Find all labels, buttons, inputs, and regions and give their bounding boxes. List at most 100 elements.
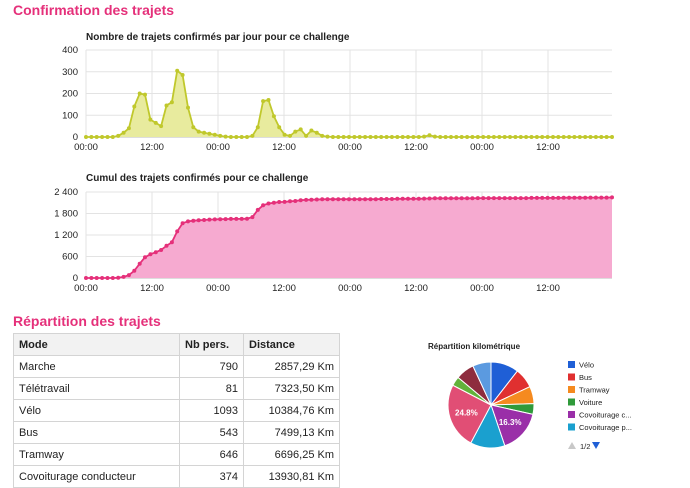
cumulative-chart-data-point[interactable] — [175, 229, 180, 234]
daily-chart-data-point[interactable] — [266, 98, 271, 102]
daily-chart-data-point[interactable] — [427, 133, 432, 138]
daily-chart-data-point[interactable] — [320, 133, 325, 138]
daily-chart-data-point[interactable] — [561, 135, 566, 139]
cumulative-chart-data-point[interactable] — [116, 275, 121, 280]
cumulative-chart-data-point[interactable] — [368, 197, 373, 202]
cumulative-chart-data-point[interactable] — [196, 218, 201, 223]
daily-chart-data-point[interactable] — [105, 135, 110, 139]
daily-chart-data-point[interactable] — [245, 135, 249, 139]
daily-chart-data-point[interactable] — [89, 135, 94, 139]
cumulative-chart-data-point[interactable] — [577, 195, 582, 200]
cumulative-chart-data-point[interactable] — [534, 195, 539, 200]
cumulative-chart-data-point[interactable] — [148, 252, 153, 257]
cumulative-chart-data-point[interactable] — [475, 196, 480, 201]
cumulative-chart-data-point[interactable] — [411, 196, 416, 201]
pie-legend-label[interactable]: Bus — [579, 373, 592, 382]
cumulative-chart-data-point[interactable] — [449, 196, 453, 201]
cumulative-chart-data-point[interactable] — [234, 216, 239, 221]
daily-chart-data-point[interactable] — [518, 135, 523, 139]
daily-chart-data-point[interactable] — [486, 135, 491, 139]
cumulative-chart-data-point[interactable] — [357, 197, 362, 202]
daily-chart-data-point[interactable] — [110, 135, 115, 139]
cumulative-chart-data-point[interactable] — [406, 196, 410, 201]
cumulative-chart-data-point[interactable] — [497, 196, 502, 201]
cumulative-chart-data-point[interactable] — [277, 200, 282, 204]
cumulative-chart-data-point[interactable] — [336, 197, 341, 202]
cumulative-chart-data-point[interactable] — [320, 197, 325, 202]
cumulative-chart-data-point[interactable] — [212, 217, 217, 222]
cumulative-chart-data-point[interactable] — [491, 196, 496, 201]
daily-chart-data-point[interactable] — [406, 135, 410, 139]
daily-chart-data-point[interactable] — [604, 135, 609, 139]
cumulative-chart-data-point[interactable] — [100, 276, 105, 280]
pie-slice[interactable] — [472, 361, 492, 406]
cumulative-chart-data-point[interactable] — [400, 196, 405, 201]
daily-chart-data-point[interactable] — [261, 99, 266, 104]
cumulative-chart-data-point[interactable] — [604, 195, 609, 200]
daily-chart-data-point[interactable] — [255, 125, 260, 130]
daily-chart-data-point[interactable] — [502, 135, 507, 139]
cumulative-chart-data-point[interactable] — [304, 197, 309, 202]
cumulative-chart-data-point[interactable] — [239, 216, 244, 221]
daily-chart-data-point[interactable] — [599, 135, 604, 139]
cumulative-chart-data-point[interactable] — [191, 218, 196, 223]
cumulative-chart-data-point[interactable] — [432, 196, 437, 201]
daily-chart-data-point[interactable] — [465, 135, 470, 139]
cumulative-chart-data-point[interactable] — [459, 196, 464, 201]
cumulative-chart-data-point[interactable] — [422, 196, 427, 201]
daily-chart-data-point[interactable] — [529, 135, 534, 139]
daily-chart-data-point[interactable] — [207, 131, 212, 136]
cumulative-chart-data-point[interactable] — [266, 201, 271, 206]
daily-chart-data-point[interactable] — [368, 135, 373, 139]
daily-chart-data-point[interactable] — [218, 133, 223, 138]
cumulative-chart-data-point[interactable] — [395, 196, 400, 201]
cumulative-chart-data-point[interactable] — [470, 196, 475, 201]
daily-chart-data-point[interactable] — [610, 135, 614, 139]
daily-chart-data-point[interactable] — [373, 135, 378, 139]
daily-chart-data-point[interactable] — [271, 114, 276, 119]
cumulative-chart-data-point[interactable] — [556, 195, 561, 200]
cumulative-chart-data-point[interactable] — [84, 276, 88, 280]
daily-chart-data-point[interactable] — [347, 135, 351, 139]
cumulative-chart-data-point[interactable] — [298, 198, 303, 203]
daily-chart-data-point[interactable] — [389, 135, 394, 139]
cumulative-chart-data-point[interactable] — [228, 216, 233, 221]
daily-chart-data-point[interactable] — [330, 135, 335, 139]
daily-chart-data-point[interactable] — [593, 135, 598, 139]
cumulative-chart-data-point[interactable] — [443, 196, 448, 201]
cumulative-chart-data-point[interactable] — [572, 195, 577, 200]
cumulative-chart-data-point[interactable] — [250, 215, 255, 220]
daily-chart-data-point[interactable] — [438, 135, 443, 139]
pie-legend-label[interactable]: Vélo — [579, 361, 594, 370]
cumulative-chart-data-point[interactable] — [223, 217, 228, 222]
cumulative-chart-data-point[interactable] — [545, 195, 550, 200]
daily-chart-data-point[interactable] — [212, 132, 217, 137]
daily-chart-data-point[interactable] — [357, 135, 362, 139]
cumulative-chart-data-point[interactable] — [330, 197, 335, 202]
daily-chart-data-point[interactable] — [159, 124, 164, 129]
cumulative-chart-data-point[interactable] — [341, 197, 346, 202]
legend-next-arrow-icon[interactable] — [592, 442, 600, 449]
daily-chart-data-point[interactable] — [567, 135, 572, 139]
daily-chart-data-point[interactable] — [481, 135, 486, 139]
legend-prev-arrow-icon[interactable] — [568, 442, 576, 449]
cumulative-chart-data-point[interactable] — [524, 196, 529, 201]
cumulative-chart-data-point[interactable] — [438, 196, 443, 201]
daily-chart-data-point[interactable] — [497, 135, 502, 139]
daily-chart-data-point[interactable] — [293, 129, 298, 134]
daily-chart-data-point[interactable] — [475, 135, 480, 139]
cumulative-chart-data-point[interactable] — [363, 197, 368, 202]
daily-chart-data-point[interactable] — [443, 135, 448, 139]
cumulative-chart-data-point[interactable] — [282, 199, 287, 204]
cumulative-chart-data-point[interactable] — [288, 199, 292, 204]
cumulative-chart-data-point[interactable] — [610, 195, 614, 200]
daily-chart-data-point[interactable] — [325, 134, 330, 139]
cumulative-chart-data-point[interactable] — [465, 196, 470, 201]
daily-chart-data-point[interactable] — [551, 135, 555, 139]
daily-chart-data-point[interactable] — [84, 135, 88, 139]
cumulative-chart-data-point[interactable] — [314, 197, 319, 202]
daily-chart-data-point[interactable] — [143, 92, 147, 97]
daily-chart-data-point[interactable] — [577, 135, 582, 139]
cumulative-chart-data-point[interactable] — [551, 195, 555, 200]
cumulative-chart-data-point[interactable] — [255, 207, 260, 212]
